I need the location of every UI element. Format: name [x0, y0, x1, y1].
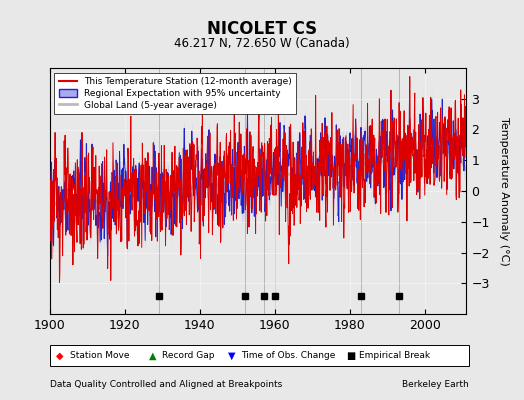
Y-axis label: Temperature Anomaly (°C): Temperature Anomaly (°C) — [499, 117, 509, 265]
Text: Data Quality Controlled and Aligned at Breakpoints: Data Quality Controlled and Aligned at B… — [50, 380, 282, 389]
Text: ▲: ▲ — [149, 350, 157, 361]
Text: Station Move: Station Move — [70, 351, 129, 360]
Text: ■: ■ — [346, 350, 355, 361]
Text: Berkeley Earth: Berkeley Earth — [402, 380, 469, 389]
Legend: This Temperature Station (12-month average), Regional Expectation with 95% uncer: This Temperature Station (12-month avera… — [54, 72, 297, 114]
Text: Time of Obs. Change: Time of Obs. Change — [241, 351, 335, 360]
Text: ◆: ◆ — [56, 350, 63, 361]
Text: NICOLET CS: NICOLET CS — [207, 20, 317, 38]
Text: 46.217 N, 72.650 W (Canada): 46.217 N, 72.650 W (Canada) — [174, 37, 350, 50]
Text: ▼: ▼ — [228, 350, 235, 361]
Text: Record Gap: Record Gap — [162, 351, 215, 360]
Text: Empirical Break: Empirical Break — [359, 351, 430, 360]
